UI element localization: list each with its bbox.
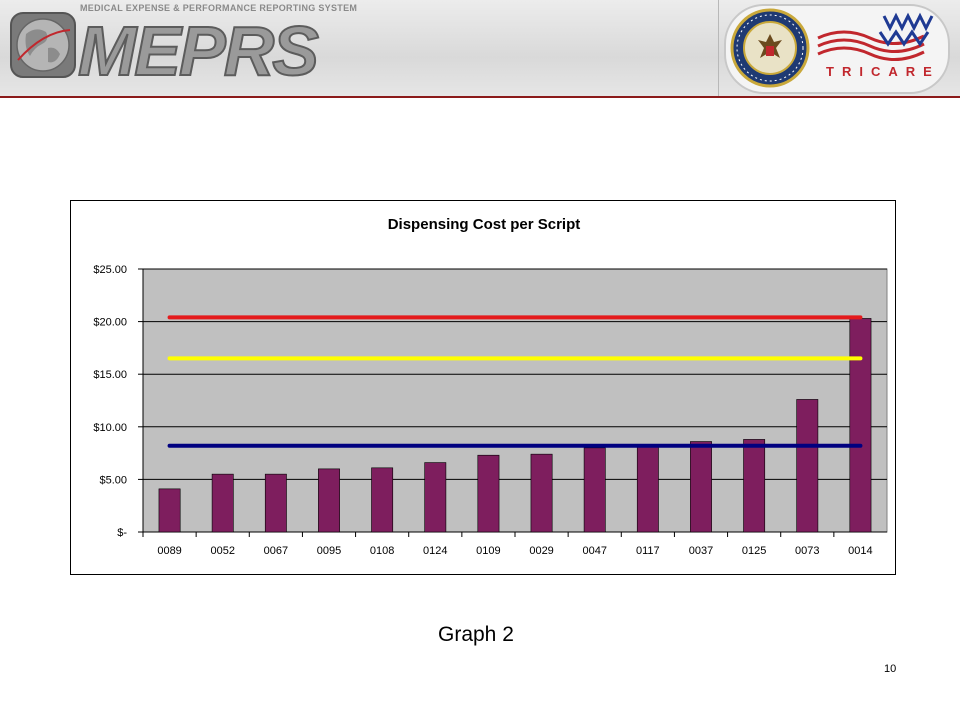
- graph-caption: Graph 2: [438, 623, 514, 646]
- x-tick-label: 0037: [689, 545, 713, 557]
- bar-0089: [158, 488, 181, 533]
- banner-subtitle: MEDICAL EXPENSE & PERFORMANCE REPORTING …: [80, 3, 358, 13]
- bar-0109: [477, 454, 500, 533]
- tricare-wordmark: TRICARE: [826, 64, 940, 79]
- x-tick-label: 0089: [157, 545, 181, 557]
- bar-0108: [371, 467, 394, 533]
- bar-0014: [849, 318, 872, 533]
- y-tick-label: $-: [117, 527, 127, 539]
- y-tick-label: $15.00: [93, 369, 127, 381]
- bar-0047: [583, 447, 606, 533]
- x-tick-label: 0052: [210, 545, 234, 557]
- x-tick-label: 0125: [742, 545, 766, 557]
- bar-0052: [211, 473, 234, 533]
- logo-panel: TRICARE: [724, 4, 950, 94]
- bar-0124: [424, 462, 447, 533]
- chart-container: Dispensing Cost per Script $- $5.00 $10.00…: [70, 200, 896, 575]
- y-tick-label: $20.00: [93, 317, 127, 329]
- x-tick-label: 0073: [795, 545, 819, 557]
- banner-title: MEPRS: [77, 12, 320, 90]
- x-tick-label: 0047: [582, 545, 606, 557]
- bar-chart: Dispensing Cost per Script $- $5.00 $10.00…: [93, 216, 888, 557]
- y-tick-label: $25.00: [93, 264, 127, 276]
- header-banner: MEDICAL EXPENSE & PERFORMANCE REPORTING …: [0, 0, 960, 98]
- x-tick-label: 0108: [370, 545, 394, 557]
- bar-0037: [690, 441, 712, 533]
- x-tick-label: 0029: [529, 545, 553, 557]
- x-tick-label: 0124: [423, 545, 447, 557]
- banner-divider: [718, 0, 719, 96]
- bar-0073: [796, 399, 819, 533]
- bar-0095: [318, 468, 340, 533]
- y-tick-label: $5.00: [99, 474, 127, 486]
- tricare-logo-icon: [817, 12, 934, 61]
- bar-0117: [636, 445, 659, 533]
- bar-0029: [530, 453, 553, 533]
- globe-icon: [10, 12, 76, 78]
- x-tick-label: 0095: [317, 545, 341, 557]
- x-tick-label: 0014: [848, 545, 872, 557]
- y-tick-label: $10.00: [93, 422, 127, 434]
- page-number: 10: [884, 663, 897, 675]
- chart-title: Dispensing Cost per Script: [388, 216, 581, 233]
- x-tick-label: 0109: [476, 545, 500, 557]
- plot-area: [142, 268, 888, 533]
- x-tick-label: 0067: [264, 545, 288, 557]
- bar-0125: [743, 439, 766, 533]
- dod-seal-icon: [730, 8, 810, 88]
- bar-0067: [264, 473, 287, 533]
- x-tick-label: 0117: [636, 545, 660, 557]
